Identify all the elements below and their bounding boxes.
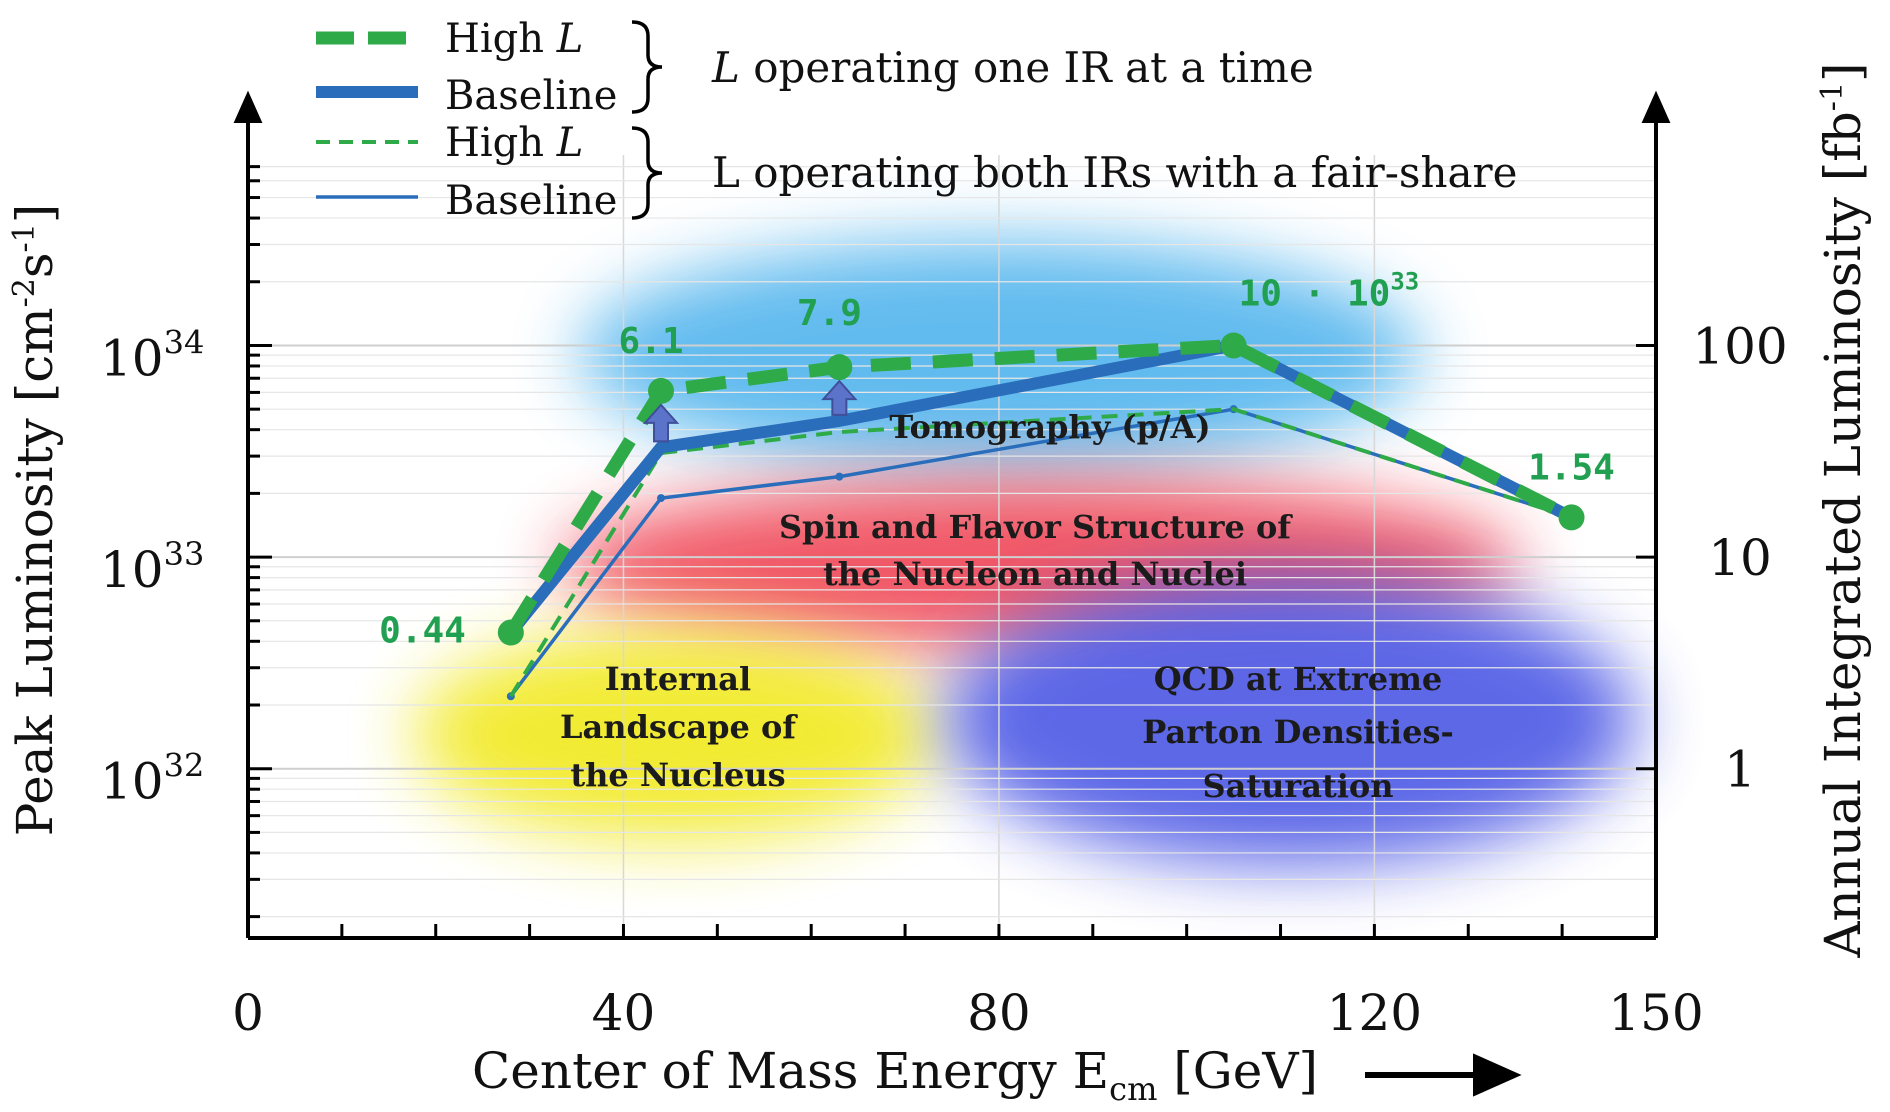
x-axis-title-text: Center of Mass Energy (472, 1042, 1073, 1100)
legend-entry-1: Baseline (445, 73, 617, 119)
y-tick-base: 10 (100, 753, 164, 811)
region-internal-landscape-label: the Nucleus (570, 756, 785, 794)
region-internal-landscape-blob (415, 630, 935, 840)
legend-brace-top (631, 20, 663, 114)
series-line-1 (506, 339, 1575, 637)
upgrade-arrow (642, 403, 680, 443)
x-axis-title-symbol: E (1073, 1042, 1110, 1100)
legend-entry-italic: L (556, 16, 584, 62)
data-point-marker (1558, 504, 1585, 531)
y-tick-label: 1034 (100, 323, 204, 387)
region-qcd-saturation-label: Saturation (1202, 767, 1393, 805)
region-internal-landscape-label: Landscape of (560, 708, 798, 746)
x-tick-label: 0 (232, 984, 264, 1042)
y-tick-base: 10 (100, 541, 164, 599)
peak-label-exponent: 33 (1390, 267, 1419, 295)
legend-entry-text: High (445, 120, 557, 166)
x-axis-title-sub: cm (1109, 1070, 1157, 1108)
data-point-marker (826, 354, 853, 381)
y-axis-unit-base: cm (6, 307, 64, 382)
y2-tick-label: 1 (1724, 741, 1756, 799)
x-tick-label: 40 (592, 984, 656, 1042)
x-tick-label: 80 (967, 984, 1031, 1042)
data-label: 1.54 (1528, 447, 1615, 488)
data-point-marker (648, 377, 675, 404)
grid (248, 155, 1656, 938)
peak-label-base: 10 · 10 (1239, 273, 1391, 314)
chart-labels: 0.44 6.1 7.9 1.54 10 · 1033 Tomography (p/A) S… (379, 267, 1615, 805)
series-point-3 (657, 494, 666, 503)
legend-entry-text: Baseline (445, 178, 617, 224)
y-axis-unit-sup1: -2 (7, 278, 42, 307)
y2-axis-unit-base: fb (1814, 111, 1872, 162)
legend-group-italic: L (711, 43, 740, 92)
y2-axis-unit-close: ] (1814, 62, 1872, 82)
physics-regions (415, 240, 1635, 865)
region-qcd-saturation-label: Parton Densities- (1142, 713, 1453, 751)
legend-entry-text: High (445, 16, 557, 62)
y-axis-unit-s: s (6, 252, 64, 278)
legend-group-label-1: L operating both IRs with a fair-share (712, 148, 1517, 197)
y2-axis-unit-sup: -1 (1815, 82, 1850, 111)
region-qcd-saturation-blob (945, 575, 1635, 865)
x-axis-title-unit: [GeV] (1157, 1042, 1318, 1100)
x-axis-title: Center of Mass Energy Ecm [GeV] (472, 1042, 1318, 1108)
legend-group-text: operating one IR at a time (740, 43, 1314, 92)
region-spin-flavor-label: Spin and Flavor Structure of (779, 508, 1293, 546)
y-tick-exponent: 32 (164, 747, 205, 785)
region-qcd-saturation-label: QCD at Extreme (1154, 660, 1443, 698)
y-axis-unit-sup2: -1 (7, 223, 42, 252)
legend-brace-bottom (631, 126, 663, 220)
region-tomography-label: Tomography (p/A) (889, 408, 1210, 446)
y2-tick-label: 100 (1692, 317, 1787, 375)
region-spin-flavor-label: the Nucleon and Nuclei (823, 555, 1247, 593)
legend-entry-italic: L (556, 120, 584, 166)
legend-entry-3: Baseline (445, 178, 617, 224)
data-point-marker (1220, 332, 1247, 359)
data-label: 0.44 (379, 611, 466, 652)
data-label: 6.1 (618, 321, 683, 362)
series-lines (497, 332, 1585, 701)
legend-entry-text: Baseline (445, 73, 617, 119)
region-internal-landscape-label: Internal (605, 660, 751, 698)
y-tick-label: 1033 (100, 535, 204, 599)
y-tick-label: 1032 (100, 747, 204, 811)
y2-tick-label: 10 (1708, 529, 1772, 587)
y-axis-title: Peak Luminosity [cm-2s-1] (6, 204, 64, 837)
legend-entry-2: High L (445, 120, 583, 166)
y2-axis-title-text: Annual Integrated Luminosity [ (1814, 162, 1872, 959)
legend-entry-0: High L (445, 16, 583, 62)
data-label: 7.9 (797, 293, 862, 334)
x-tick-label: 150 (1608, 984, 1703, 1042)
y-tick-exponent: 33 (164, 535, 205, 573)
data-point-marker (497, 619, 524, 646)
series-line-2 (509, 407, 1573, 698)
y-tick-exponent: 34 (164, 323, 205, 361)
legend-group-text: L operating both IRs with a fair-share (712, 148, 1517, 197)
peak-data-label: 10 · 1033 (1239, 267, 1420, 314)
x-tick-label: 120 (1327, 984, 1422, 1042)
series-point-3 (835, 472, 844, 481)
y-tick-base: 10 (100, 329, 164, 387)
y2-axis-title: Annual Integrated Luminosity [fb-1] (1814, 62, 1872, 958)
y-axis-title-text: Peak Luminosity [ (6, 383, 64, 837)
legend-group-label-0: L operating one IR at a time (711, 43, 1314, 92)
y-axis-unit-close: ] (6, 204, 64, 224)
upgrade-arrow (821, 379, 858, 416)
